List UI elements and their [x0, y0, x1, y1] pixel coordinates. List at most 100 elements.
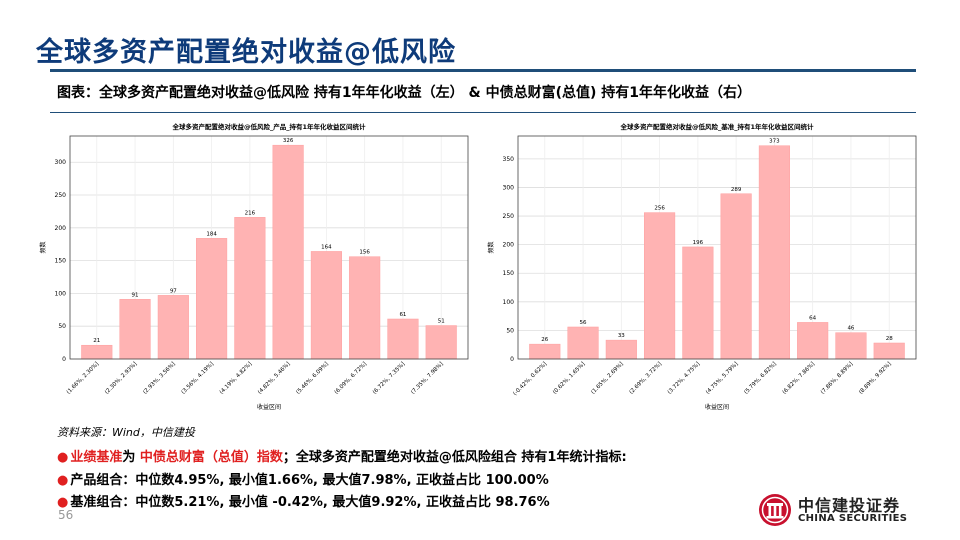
y-axis-label: 频数 — [487, 241, 495, 253]
data-label: 326 — [283, 138, 294, 144]
data-label: 46 — [847, 326, 854, 332]
y-tick-label: 100 — [55, 290, 67, 297]
bullet-dot-icon: ● — [57, 473, 69, 488]
data-label: 216 — [245, 210, 256, 216]
y-tick-label: 200 — [503, 242, 515, 249]
logo-chinese-name: 中信建投证券 — [798, 496, 901, 515]
right-chart: 全球多资产配置绝对收益@低风险_基准_持有1年年化收益区间统计 0 50 100 150… — [478, 118, 928, 418]
data-label: 51 — [438, 319, 445, 325]
company-logo: 中信建投证券 CHINA SECURITIES — [758, 490, 918, 530]
bar — [835, 332, 867, 360]
x-tick-label: (3.56%, 4.19%] — [181, 361, 215, 395]
x-axis-label: 收益区间 — [705, 403, 729, 411]
bar — [873, 342, 905, 360]
x-tick-label: (0.62%, 1.65%] — [552, 361, 586, 395]
data-label: 91 — [132, 292, 139, 298]
x-tick-label: (-0.42%, 0.62%] — [512, 361, 548, 397]
y-tick-label: 0 — [510, 356, 514, 363]
x-tick-label: (5.46%, 6.09%] — [295, 361, 329, 395]
data-label: 61 — [399, 312, 406, 318]
source-note: 资料来源：Wind，中信建投 — [57, 426, 195, 439]
bar-chart-svg: 全球多资产配置绝对收益@低风险_产品_持有1年年化收益区间统计 0 50 100 150… — [39, 122, 469, 411]
x-tick-label: (8.89%, 9.92%] — [858, 361, 892, 395]
bar — [758, 145, 790, 360]
x-tick-label: (4.75%, 5.79%] — [705, 361, 739, 395]
benchmark-desc: ；全球多资产配置绝对收益@低风险组合 持有1年统计指标: — [282, 450, 627, 465]
x-tick-label: (4.19%, 4.82%] — [219, 361, 253, 395]
bar — [234, 217, 266, 360]
bar — [605, 339, 637, 360]
bar — [567, 326, 599, 360]
chart-title: 全球多资产配置绝对收益@低风险_产品_持有1年年化收益区间统计 — [171, 122, 366, 131]
figure-caption: 图表：全球多资产配置绝对收益@低风险 持有1年年化收益（左） & 中债总财富(总… — [57, 85, 751, 101]
x-tick-label: (6.09%, 6.72%] — [334, 361, 368, 395]
bar — [349, 256, 381, 360]
x-tick-label: (1.66%, 2.30%] — [66, 361, 100, 395]
y-tick-label: 200 — [55, 225, 67, 232]
data-label: 196 — [693, 240, 704, 246]
plot-frame — [517, 135, 917, 360]
data-label: 184 — [206, 231, 217, 237]
benchmark-index: 中债总财富（总值）指数 — [139, 450, 283, 465]
x-tick-label: (1.65%, 2.69%] — [590, 361, 624, 395]
y-tick-label: 250 — [55, 192, 67, 199]
data-label: 28 — [886, 336, 893, 342]
data-label: 26 — [541, 337, 548, 343]
benchmark-label: 业绩基准 — [70, 450, 123, 465]
x-tick-label: (4.82%, 5.46%] — [257, 361, 291, 395]
logo-english-name: CHINA SECURITIES — [798, 513, 908, 524]
y-tick-label: 350 — [503, 156, 515, 163]
bar — [119, 299, 151, 360]
x-tick-label: (7.35%, 7.98%] — [410, 361, 444, 395]
x-tick-label: (5.79%, 6.82%] — [743, 361, 777, 395]
y-tick-label: 0 — [62, 356, 66, 363]
benchmark-connector: 为 — [122, 450, 140, 465]
plot-frame — [69, 135, 469, 360]
bar — [272, 144, 304, 360]
y-tick-label: 250 — [503, 213, 515, 220]
bar — [797, 322, 829, 360]
chart-title: 全球多资产配置绝对收益@低风险_基准_持有1年年化收益区间统计 — [619, 122, 814, 131]
y-tick-label: 150 — [55, 258, 67, 265]
bar — [310, 251, 342, 360]
product-stats-text: 产品组合：中位数4.95%, 最小值1.66%, 最大值7.98%, 正收益占比… — [70, 473, 549, 488]
x-axis-label: 收益区间 — [257, 403, 281, 411]
x-tick-label: (6.82%, 7.86%] — [782, 361, 816, 395]
data-label: 289 — [731, 187, 742, 193]
data-label: 21 — [93, 338, 100, 344]
left-chart: 全球多资产配置绝对收益@低风险_产品_持有1年年化收益区间统计 0 50 100 150… — [30, 118, 480, 418]
caption-divider — [50, 112, 916, 113]
bar — [425, 325, 457, 360]
bullet-dot-icon: ● — [57, 495, 69, 510]
china-securities-logo-icon — [759, 494, 791, 526]
x-tick-label: (2.69%, 3.72%] — [629, 361, 663, 395]
bar — [720, 193, 752, 360]
data-label: 164 — [321, 244, 332, 250]
y-tick-label: 50 — [506, 327, 514, 334]
data-label: 156 — [359, 250, 370, 256]
x-tick-label: (3.72%, 4.75%] — [667, 361, 701, 395]
bar — [196, 238, 228, 360]
bullet-product-stats: ● 产品组合：中位数4.95%, 最小值1.66%, 最大值7.98%, 正收益占… — [57, 469, 549, 488]
y-tick-label: 300 — [55, 159, 67, 166]
data-label: 64 — [809, 315, 816, 321]
page-title: 全球多资产配置绝对收益@低风险 — [36, 37, 456, 68]
bar — [157, 295, 189, 360]
bar — [81, 344, 113, 360]
x-tick-label: (6.72%, 7.35%] — [372, 361, 406, 395]
bar — [682, 246, 714, 360]
page-number: 56 — [58, 508, 74, 522]
y-axis-label: 频数 — [39, 241, 47, 253]
data-label: 56 — [580, 320, 587, 326]
data-label: 373 — [769, 139, 780, 145]
bar — [529, 343, 561, 360]
x-tick-label: (2.30%, 2.93%] — [104, 361, 138, 395]
x-tick-label: (7.86%, 8.89%] — [820, 361, 854, 395]
bullet-benchmark: ● 业绩基准为 中债总财富（总值）指数；全球多资产配置绝对收益@低风险组合 持有1… — [57, 446, 627, 465]
y-tick-label: 50 — [58, 323, 66, 330]
bullet-dot-icon: ● — [57, 450, 69, 465]
data-label: 33 — [618, 333, 625, 339]
bar — [387, 318, 419, 360]
bar — [644, 212, 676, 360]
bar-chart-svg: 全球多资产配置绝对收益@低风险_基准_持有1年年化收益区间统计 0 50 100 150… — [487, 122, 917, 411]
